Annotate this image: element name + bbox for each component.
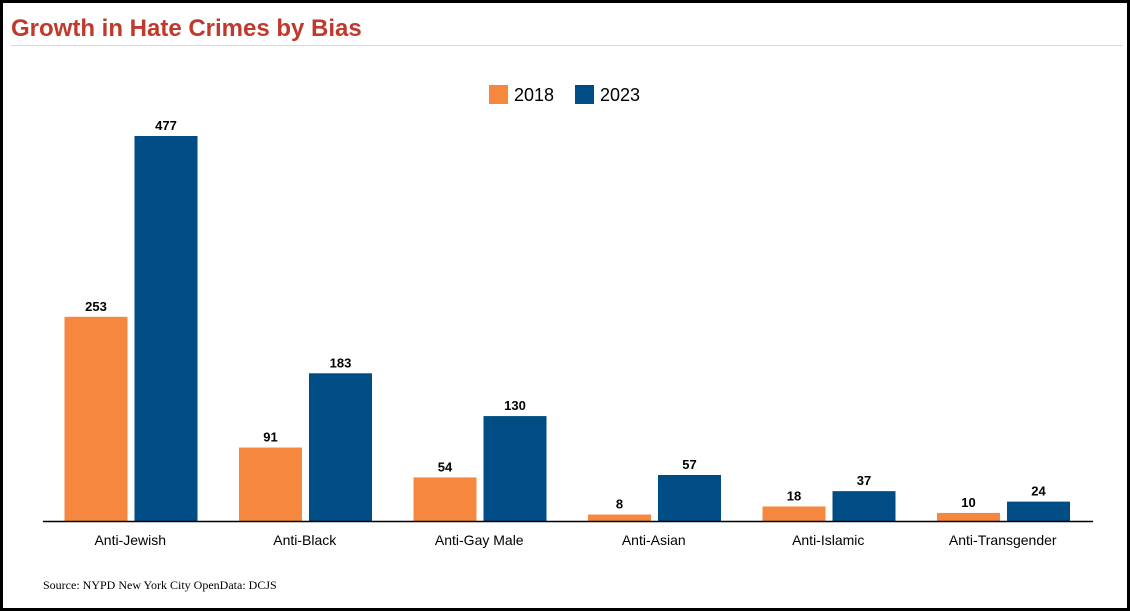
title-divider — [11, 45, 1123, 46]
legend-swatch-2018 — [489, 85, 508, 104]
x-tick-label: Anti-Gay Male — [435, 532, 524, 548]
bar-2018-anti-islamic — [762, 506, 826, 521]
data-label-2018-anti-transgender: 10 — [961, 495, 975, 510]
x-tick-label: Anti-Black — [273, 532, 337, 548]
bar-2023-anti-transgender — [1007, 501, 1070, 521]
legend-label-2023: 2023 — [600, 85, 640, 105]
data-label-2018-anti-jewish: 253 — [85, 299, 107, 314]
chart-title: Growth in Hate Crimes by Bias — [11, 15, 362, 42]
data-label-2023-anti-asian: 57 — [682, 457, 696, 472]
data-label-2018-anti-black: 91 — [263, 430, 277, 445]
chart-data-labels: 253 477 91 183 54 130 8 57 18 37 10 24 — [85, 118, 1046, 512]
data-label-2023-anti-transgender: 24 — [1031, 484, 1046, 499]
data-label-2023-anti-black: 183 — [330, 355, 352, 370]
data-label-2023-anti-jewish: 477 — [155, 118, 177, 133]
bar-2023-anti-asian — [658, 474, 721, 521]
bar-2018-anti-gay-male — [413, 477, 477, 521]
source-note: Source: NYPD New York City OpenData: DCJ… — [43, 578, 277, 592]
x-axis-tick-labels: Anti-Jewish Anti-Black Anti-Gay Male Anti-A… — [94, 532, 1056, 548]
data-label-2023-anti-gay-male: 130 — [504, 398, 526, 413]
chart-bars — [64, 136, 1070, 521]
bar-2018-anti-transgender — [937, 512, 1000, 521]
data-label-2018-anti-asian: 8 — [616, 497, 623, 512]
x-tick-label: Anti-Islamic — [792, 532, 864, 548]
bar-chart: 2018 2023 253 477 91 183 54 130 8 57 18 37 10 24 Ant… — [43, 85, 1093, 548]
data-label-2018-anti-gay-male: 54 — [438, 459, 453, 474]
chart-legend: 2018 2023 — [489, 85, 640, 105]
x-tick-label: Anti-Asian — [622, 532, 686, 548]
bar-2023-anti-black — [309, 373, 372, 521]
x-tick-label: Anti-Jewish — [94, 532, 166, 548]
legend-label-2018: 2018 — [514, 85, 554, 105]
bar-2018-anti-jewish — [64, 316, 128, 521]
data-label-2018-anti-islamic: 18 — [787, 488, 801, 503]
data-label-2023-anti-islamic: 37 — [857, 473, 871, 488]
bar-2023-anti-islamic — [832, 491, 896, 521]
bar-2018-anti-black — [239, 447, 302, 521]
bar-2023-anti-gay-male — [483, 416, 547, 521]
bar-2018-anti-asian — [588, 514, 651, 521]
x-tick-label: Anti-Transgender — [949, 532, 1057, 548]
bar-2023-anti-jewish — [134, 136, 198, 521]
legend-swatch-2023 — [575, 85, 594, 104]
